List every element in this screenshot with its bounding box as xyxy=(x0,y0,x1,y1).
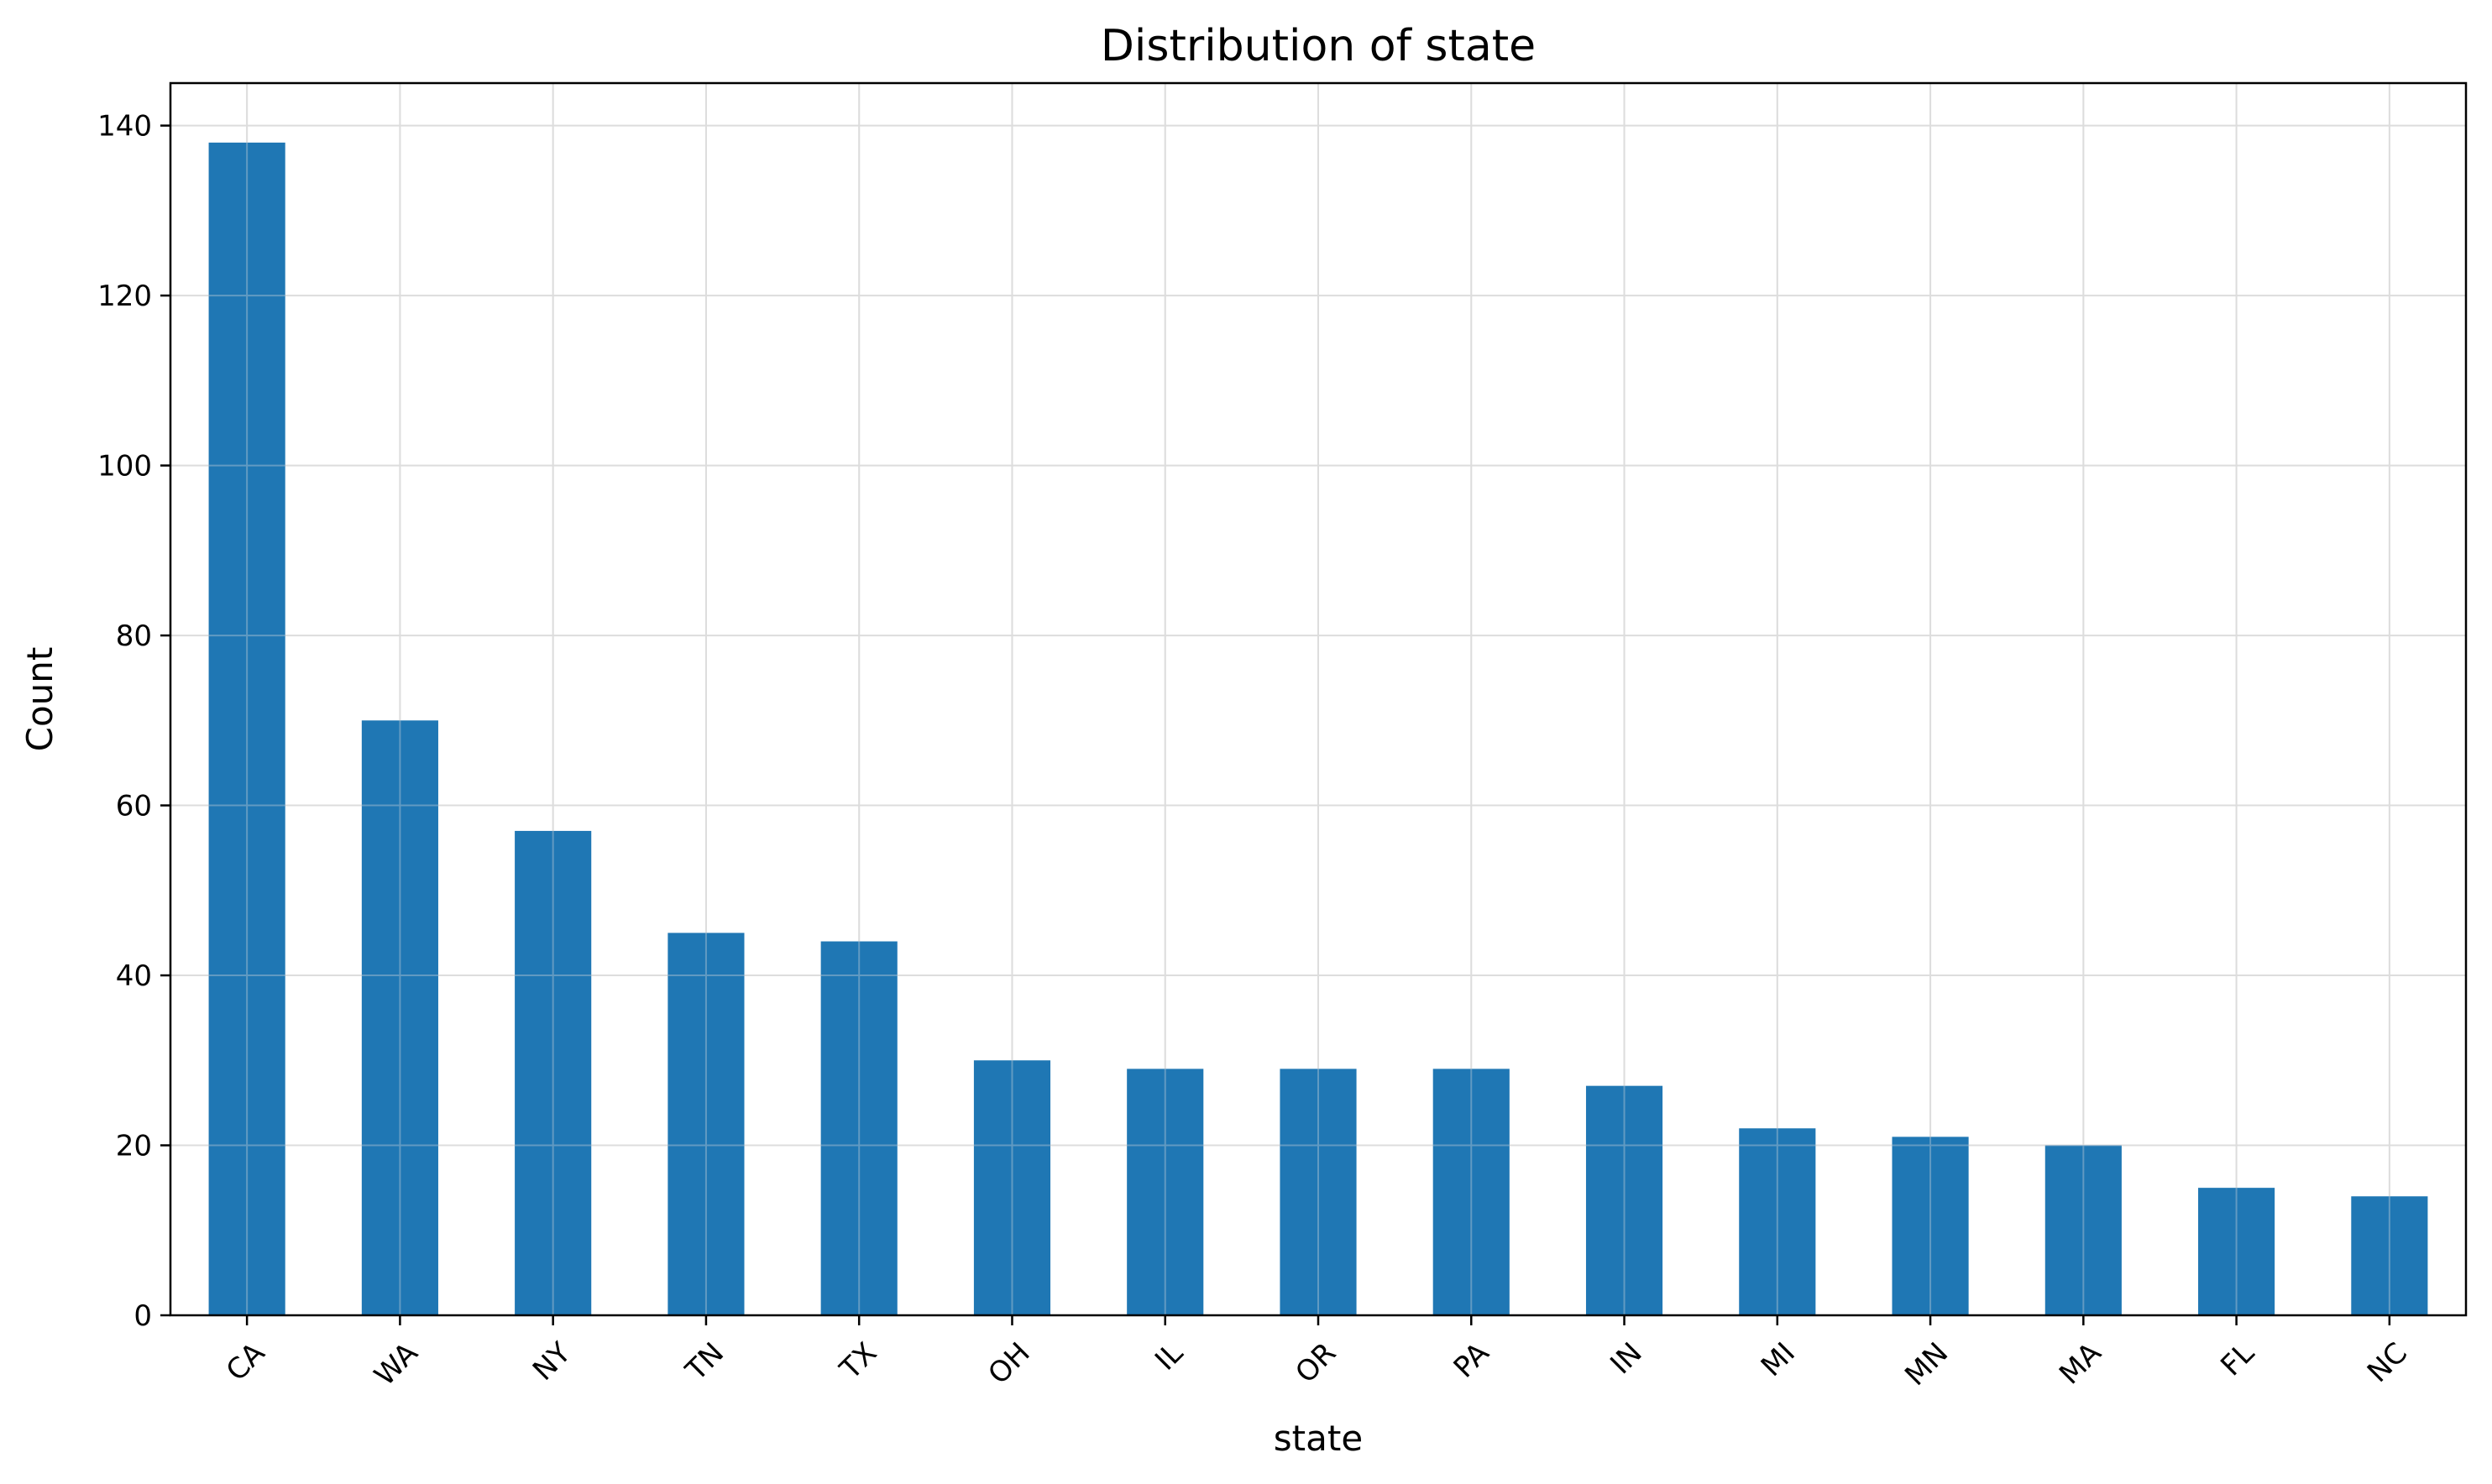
x-axis-label: state xyxy=(1274,1418,1363,1459)
bar-ma xyxy=(2044,1145,2122,1315)
bar-oh xyxy=(973,1060,1051,1315)
bar-nc xyxy=(2351,1196,2428,1315)
y-tick-label: 100 xyxy=(97,450,152,483)
bar-in xyxy=(1585,1085,1663,1315)
bar-or xyxy=(1280,1069,1357,1315)
y-tick-label: 120 xyxy=(97,280,152,313)
y-tick-label: 40 xyxy=(116,959,152,993)
bar-tx xyxy=(820,941,898,1315)
bar-wa xyxy=(361,720,438,1315)
bar-ny xyxy=(515,830,592,1315)
y-tick-label: 140 xyxy=(97,110,152,144)
y-tick-label: 20 xyxy=(116,1130,152,1163)
y-axis-label: Count xyxy=(19,647,60,752)
bar-fl xyxy=(2198,1188,2275,1315)
chart-title: Distribution of state xyxy=(1101,21,1536,71)
bar-mi xyxy=(1739,1128,1816,1315)
bars xyxy=(208,142,2428,1315)
y-tick-label: 60 xyxy=(116,790,152,823)
bar-ca xyxy=(208,142,285,1315)
bar-tn xyxy=(668,933,745,1315)
bar-mn xyxy=(1892,1137,1969,1315)
y-tick-label: 80 xyxy=(116,619,152,653)
bar-il xyxy=(1127,1069,1204,1315)
y-tick-label: 0 xyxy=(134,1299,152,1333)
bar-pa xyxy=(1432,1069,1510,1315)
